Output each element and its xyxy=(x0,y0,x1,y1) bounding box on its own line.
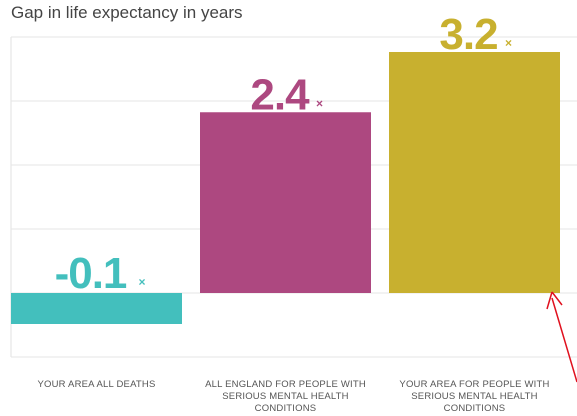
value-suffix-1: × xyxy=(316,96,323,110)
category-label-1-2: CONDITIONS xyxy=(255,403,317,414)
bar-0 xyxy=(11,293,182,324)
bar-1 xyxy=(200,112,371,293)
annotation-arrow-line xyxy=(551,297,577,383)
bar-2 xyxy=(389,52,560,293)
annotation-arrow-head xyxy=(546,291,563,310)
value-suffix-2: × xyxy=(505,36,512,50)
category-label-2-0: YOUR AREA FOR PEOPLE WITH xyxy=(399,379,549,390)
category-label-2-2: CONDITIONS xyxy=(444,403,506,414)
value-suffix-0: × xyxy=(139,275,146,289)
chart-title: Gap in life expectancy in years xyxy=(11,3,243,22)
category-label-1-0: ALL ENGLAND FOR PEOPLE WITH xyxy=(205,379,366,390)
value-label-1: 2.4 xyxy=(250,70,310,119)
value-label-0: -0.1 xyxy=(55,249,127,298)
value-label-2: 3.2 xyxy=(439,10,497,59)
category-label-1-1: SERIOUS MENTAL HEALTH xyxy=(222,391,349,402)
category-label-0-0: YOUR AREA ALL DEATHS xyxy=(37,379,155,390)
category-label-2-1: SERIOUS MENTAL HEALTH xyxy=(411,391,538,402)
